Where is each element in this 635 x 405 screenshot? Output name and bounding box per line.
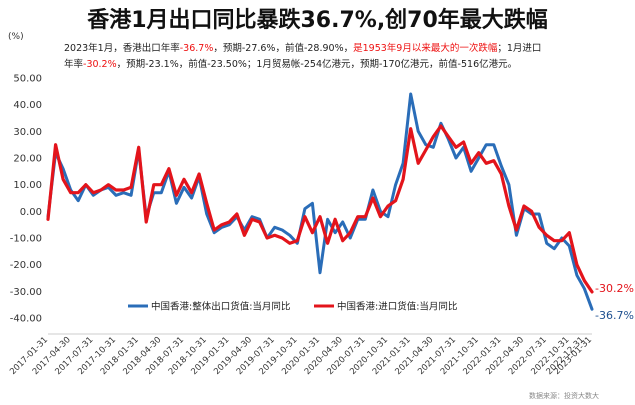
subtitle-line-2: 年率-30.2%，预期-23.1%，前值-23.50%；1月贸易帐-254亿港元… bbox=[64, 56, 624, 70]
y-tick-label: 10.00 bbox=[13, 180, 42, 191]
subtitle-text: 2023年1月，香港出口年率 bbox=[64, 43, 180, 54]
subtitle-line-1: 2023年1月，香港出口年率-36.7%，预期-27.6%，前值-28.90%，… bbox=[64, 40, 624, 54]
y-tick-label: 20.00 bbox=[13, 154, 42, 165]
y-unit-label: (%) bbox=[8, 32, 24, 42]
source-note: 数据来源：投资大数大 bbox=[529, 392, 599, 400]
export-series-line bbox=[46, 92, 594, 311]
subtitle-text: 年率 bbox=[64, 59, 84, 70]
y-tick-label: -10.00 bbox=[10, 234, 42, 245]
import-series-line bbox=[46, 124, 594, 294]
legend-label-import: 中国香港:进口货值:当月同比 bbox=[337, 301, 457, 313]
legend-label-export: 中国香港:整体出口货值:当月同比 bbox=[151, 301, 290, 313]
y-tick-label: -30.00 bbox=[10, 287, 42, 298]
subtitle-text: ；1月进口 bbox=[497, 43, 542, 54]
subtitle-text: ，预期-23.1%，前值-23.50%；1月贸易帐-254亿港元，预期-170亿… bbox=[116, 59, 518, 70]
y-tick-label: 40.00 bbox=[13, 100, 42, 111]
import-change-text: -30.2% bbox=[83, 59, 117, 70]
export-end-label: -36.7% bbox=[595, 309, 634, 322]
y-tick-label: 50.00 bbox=[13, 74, 42, 85]
y-tick-label: 30.00 bbox=[13, 127, 42, 138]
y-tick-label: -40.00 bbox=[10, 314, 42, 325]
y-tick-label: 0.00 bbox=[20, 207, 42, 218]
export-change-text: -36.7% bbox=[179, 43, 214, 54]
y-tick-label: -20.00 bbox=[10, 260, 42, 271]
import-end-label: -30.2% bbox=[595, 282, 634, 295]
subtitle-text: ，预期-27.6%，前值-28.90%， bbox=[213, 43, 354, 54]
chart-title: 香港1月出口同比暴跌36.7%,创70年最大跌幅 bbox=[87, 8, 548, 33]
record-drop-text: 是1953年9月以来最大的一次跌幅 bbox=[353, 43, 498, 54]
